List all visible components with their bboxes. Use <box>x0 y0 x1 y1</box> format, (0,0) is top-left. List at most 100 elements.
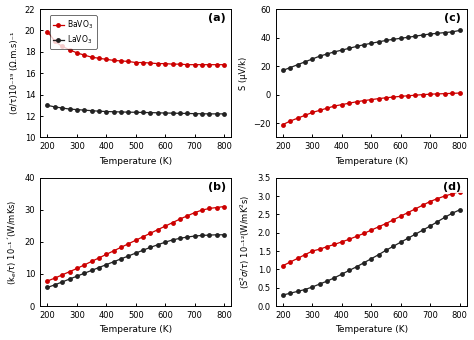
LaVO$_3$ <box>398 240 403 244</box>
Text: (d): (d) <box>443 182 461 191</box>
LaVO$_3$ <box>177 236 183 240</box>
BaVO$_3$ <box>435 92 440 96</box>
LaVO$_3$ <box>118 257 124 261</box>
BaVO$_3$ <box>449 91 455 96</box>
LaVO$_3$ <box>310 57 315 61</box>
BaVO$_3$ <box>287 260 293 264</box>
LaVO$_3$ <box>317 54 323 58</box>
BaVO$_3$ <box>317 247 323 251</box>
BaVO$_3$ <box>192 210 198 215</box>
BaVO$_3$ <box>368 98 374 102</box>
BaVO$_3$ <box>310 110 315 115</box>
LaVO$_3$ <box>317 282 323 286</box>
LaVO$_3$ <box>192 112 198 116</box>
LaVO$_3$ <box>383 248 389 252</box>
BaVO$_3$ <box>96 256 102 260</box>
LaVO$_3$ <box>147 245 153 249</box>
BaVO$_3$ <box>280 122 286 126</box>
BaVO$_3$ <box>457 91 463 95</box>
BaVO$_3$ <box>324 106 330 110</box>
LaVO$_3$ <box>163 111 168 115</box>
BaVO$_3$ <box>67 48 73 52</box>
LaVO$_3$ <box>52 283 58 287</box>
BaVO$_3$ <box>199 208 205 212</box>
BaVO$_3$ <box>103 252 109 256</box>
BaVO$_3$ <box>391 95 396 99</box>
LaVO$_3$ <box>435 31 440 35</box>
BaVO$_3$ <box>302 253 308 257</box>
BaVO$_3$ <box>427 200 433 204</box>
Line: LaVO$_3$: LaVO$_3$ <box>281 28 462 73</box>
BaVO$_3$ <box>147 61 153 65</box>
LaVO$_3$ <box>332 276 337 280</box>
BaVO$_3$ <box>207 206 212 210</box>
BaVO$_3$ <box>449 192 455 196</box>
LaVO$_3$ <box>207 112 212 116</box>
LaVO$_3$ <box>435 220 440 224</box>
BaVO$_3$ <box>170 62 175 66</box>
BaVO$_3$ <box>339 240 345 244</box>
Y-axis label: (k$_e$/τ) 10⁻¹´(W/mKs): (k$_e$/τ) 10⁻¹´(W/mKs) <box>6 199 19 285</box>
BaVO$_3$ <box>361 232 367 236</box>
LaVO$_3$ <box>111 260 117 264</box>
LaVO$_3$ <box>59 280 65 284</box>
LaVO$_3$ <box>295 63 301 67</box>
BaVO$_3$ <box>214 205 219 209</box>
BaVO$_3$ <box>140 235 146 239</box>
LaVO$_3$ <box>221 233 227 237</box>
BaVO$_3$ <box>82 53 87 57</box>
LaVO$_3$ <box>214 112 219 116</box>
LaVO$_3$ <box>405 236 411 240</box>
LaVO$_3$ <box>177 111 183 115</box>
LaVO$_3$ <box>457 29 463 33</box>
LaVO$_3$ <box>103 262 109 267</box>
BaVO$_3$ <box>346 101 352 105</box>
LaVO$_3$ <box>82 271 87 275</box>
BaVO$_3$ <box>45 30 50 34</box>
X-axis label: Temperature (K): Temperature (K) <box>99 325 173 335</box>
LaVO$_3$ <box>354 45 359 49</box>
LaVO$_3$ <box>383 38 389 42</box>
X-axis label: Temperature (K): Temperature (K) <box>99 157 173 166</box>
BaVO$_3$ <box>354 234 359 238</box>
LaVO$_3$ <box>280 68 286 72</box>
BaVO$_3$ <box>52 276 58 280</box>
LaVO$_3$ <box>74 274 80 278</box>
LaVO$_3$ <box>184 235 190 239</box>
LaVO$_3$ <box>133 251 138 255</box>
LaVO$_3$ <box>140 248 146 252</box>
LaVO$_3$ <box>332 50 337 54</box>
LaVO$_3$ <box>89 109 94 113</box>
LaVO$_3$ <box>155 243 161 247</box>
BaVO$_3$ <box>96 56 102 60</box>
LaVO$_3$ <box>361 261 367 265</box>
LaVO$_3$ <box>391 244 396 248</box>
BaVO$_3$ <box>163 62 168 66</box>
LaVO$_3$ <box>280 293 286 297</box>
BaVO$_3$ <box>332 104 337 108</box>
LaVO$_3$ <box>346 268 352 272</box>
BaVO$_3$ <box>140 61 146 65</box>
BaVO$_3$ <box>177 217 183 221</box>
BaVO$_3$ <box>155 227 161 232</box>
LaVO$_3$ <box>59 106 65 110</box>
LaVO$_3$ <box>52 105 58 109</box>
LaVO$_3$ <box>184 112 190 116</box>
BaVO$_3$ <box>310 249 315 253</box>
LaVO$_3$ <box>449 30 455 34</box>
Line: BaVO$_3$: BaVO$_3$ <box>45 204 227 284</box>
LaVO$_3$ <box>214 233 219 237</box>
LaVO$_3$ <box>427 32 433 36</box>
BaVO$_3$ <box>295 256 301 260</box>
BaVO$_3$ <box>214 63 219 67</box>
LaVO$_3$ <box>339 48 345 52</box>
BaVO$_3$ <box>346 237 352 241</box>
LaVO$_3$ <box>103 109 109 114</box>
LaVO$_3$ <box>170 238 175 242</box>
LaVO$_3$ <box>287 66 293 70</box>
LaVO$_3$ <box>412 232 418 236</box>
BaVO$_3$ <box>111 249 117 253</box>
BaVO$_3$ <box>192 63 198 67</box>
BaVO$_3$ <box>45 279 50 283</box>
Legend: BaVO$_3$, LaVO$_3$: BaVO$_3$, LaVO$_3$ <box>50 15 97 49</box>
